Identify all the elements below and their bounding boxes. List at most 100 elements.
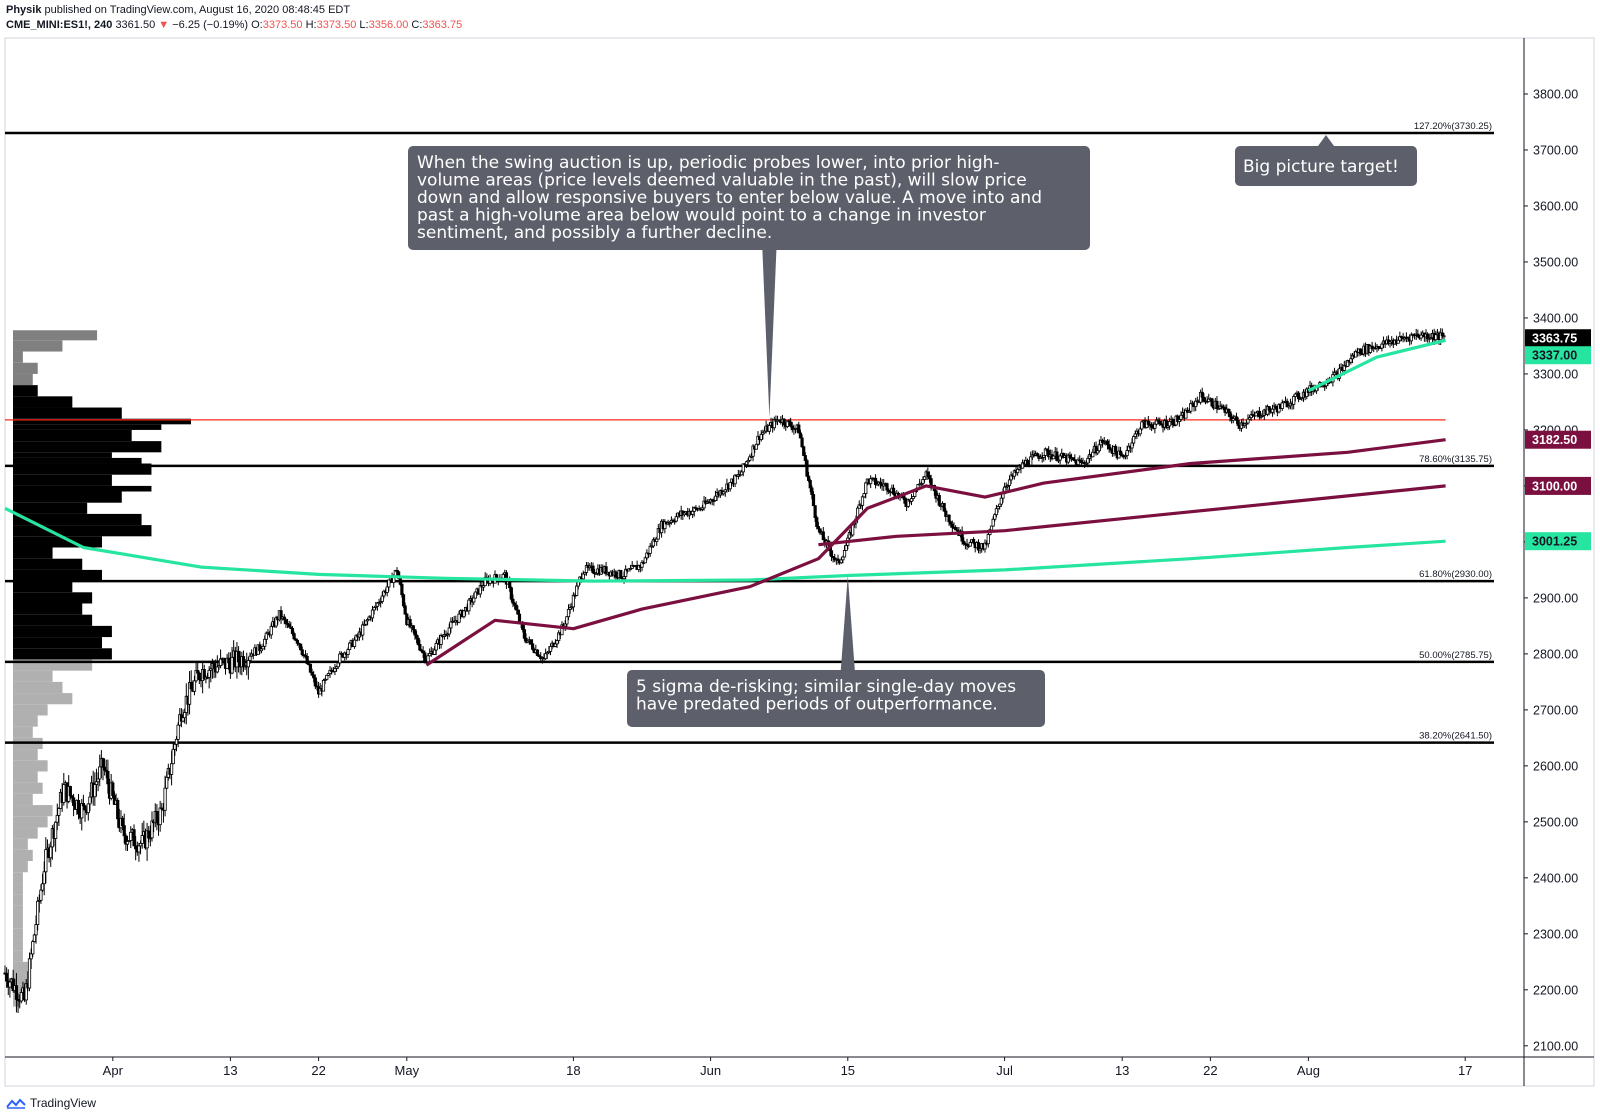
candle-body [1058, 455, 1062, 461]
candle-body [98, 766, 102, 780]
candle-body [414, 634, 419, 639]
candle-body [413, 629, 417, 636]
candle-body [24, 983, 28, 1001]
candle-body [1200, 391, 1204, 398]
profile-bar [13, 547, 53, 559]
candle-body [398, 578, 402, 585]
candle-body [230, 656, 234, 674]
candle-body [994, 508, 999, 516]
candle-body [1130, 442, 1134, 449]
candle-body [842, 550, 847, 558]
price-badge-label: 3363.75 [1532, 332, 1577, 346]
candle-body [1246, 418, 1250, 424]
candle-body [748, 456, 752, 461]
candle-body [246, 660, 250, 668]
candle-body [1210, 398, 1214, 407]
profile-bar [13, 485, 152, 492]
profile-bar [13, 782, 43, 794]
moving-average-line[interactable] [1307, 338, 1446, 393]
profile-bar [13, 928, 23, 940]
moving-average-line[interactable] [818, 484, 1446, 547]
profile-bar [13, 872, 23, 884]
candle-body [810, 487, 814, 495]
candle-body [1280, 402, 1284, 409]
candle-body [1359, 348, 1363, 355]
candle-body [83, 805, 87, 811]
price-badge-label: 3182.50 [1532, 433, 1577, 447]
candle-body [173, 743, 177, 750]
profile-bar [13, 760, 48, 772]
callout-target[interactable]: Big picture target! [1235, 135, 1417, 186]
profile-bar [13, 659, 93, 671]
candle-body [805, 460, 809, 477]
candle-body [227, 657, 231, 664]
price-tick-label: 3400.00 [1533, 311, 1578, 325]
candle-body [101, 758, 105, 768]
candle-body [1297, 392, 1301, 400]
candle-body [1153, 423, 1157, 429]
moving-average-line[interactable] [425, 438, 1446, 667]
candle-body [628, 568, 633, 570]
callout-sigma[interactable]: 5 sigma de-risking; similar single-day m… [627, 575, 1045, 727]
candle-body [248, 655, 252, 661]
author-name[interactable]: Physik [6, 4, 42, 16]
profile-bar [13, 984, 28, 996]
candle-body [187, 682, 192, 705]
candle-body [34, 924, 38, 936]
candle-body [192, 680, 197, 692]
candle-body [308, 663, 313, 673]
candle-body [401, 594, 406, 607]
candle-body [976, 542, 981, 551]
moving-average-line[interactable] [4, 506, 1446, 583]
candle-body [336, 662, 340, 668]
candle-body [887, 489, 891, 492]
price-axis[interactable]: 3800.00 3700.00 3600.00 3500.00 3400.00 3300.… [1524, 87, 1578, 1053]
candle-body [495, 574, 499, 579]
candle-body [944, 510, 948, 517]
candle-body [803, 455, 807, 461]
candle-body [418, 644, 422, 651]
candle-body [741, 463, 745, 473]
candle-body [1025, 459, 1030, 466]
candle-body [236, 650, 241, 663]
profile-bar [13, 726, 33, 738]
tradingview-footer[interactable]: TradingView [6, 1096, 96, 1110]
price-tick-label: 3300.00 [1533, 367, 1578, 381]
candle-body [691, 510, 695, 515]
volume-profile [13, 330, 192, 1007]
candle-body [1091, 451, 1095, 458]
candle-body [1016, 469, 1020, 474]
candle-body [457, 613, 461, 623]
candle-body [511, 598, 515, 604]
profile-bar [13, 961, 28, 974]
profile-bar [13, 816, 48, 828]
candle-body [80, 803, 84, 819]
candle-body [423, 652, 427, 662]
candle-body [287, 623, 291, 628]
candle-body [811, 494, 816, 507]
price-tick-label: 2700.00 [1533, 703, 1578, 717]
candle-body [1133, 433, 1137, 437]
open-value: 3373.50 [262, 19, 303, 31]
candle-body [346, 649, 350, 655]
candle-body [508, 581, 512, 589]
profile-bar [13, 883, 23, 895]
candle-body [1226, 408, 1230, 413]
change-value: −6.25 (−0.19%) [172, 19, 249, 31]
candle-body [864, 482, 868, 494]
candle-body [68, 786, 72, 797]
candle-body [885, 483, 889, 491]
time-axis[interactable]: Apr 13 22 May 18 Jun 15 Jul 13 22 Aug 17 [103, 1057, 1473, 1078]
candle-body [1140, 421, 1144, 430]
price-tick-label: 3800.00 [1533, 87, 1578, 101]
candle-body [516, 609, 520, 615]
candle-body [150, 820, 154, 839]
candle-body [860, 496, 865, 506]
candle-body [544, 653, 548, 660]
candle-body [1184, 409, 1188, 419]
candle-body [449, 621, 453, 629]
candle-body [94, 781, 99, 785]
profile-bar [13, 603, 83, 615]
callout-main[interactable]: When the swing auction is up, periodic p… [408, 146, 1090, 418]
